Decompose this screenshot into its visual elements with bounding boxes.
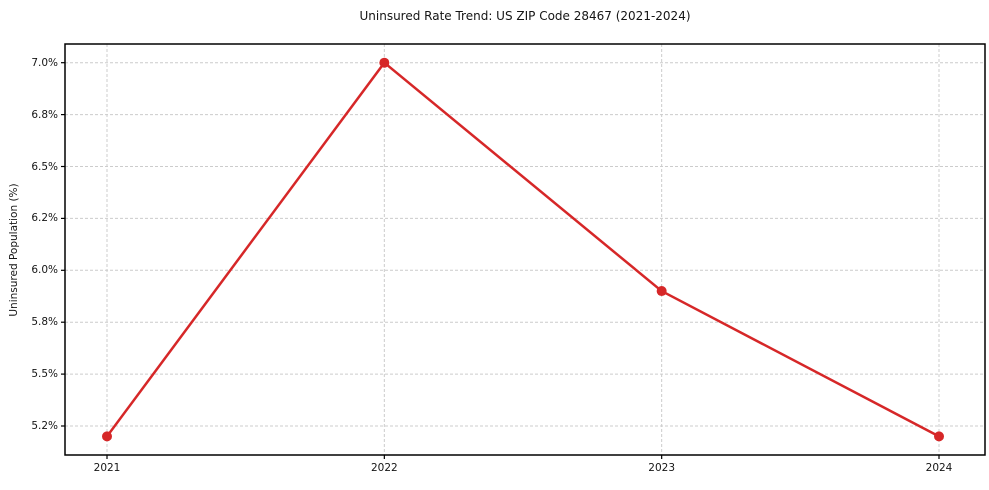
y-tick-label: 6.2% xyxy=(31,212,58,225)
data-point-2024 xyxy=(934,431,944,442)
y-tick-label: 5.5% xyxy=(31,368,58,381)
x-tick-label: 2022 xyxy=(370,462,398,474)
plot-border xyxy=(64,43,986,456)
y-tick-label: 7.0% xyxy=(31,56,58,69)
data-point-2021 xyxy=(102,431,112,442)
x-tick-label: 2023 xyxy=(648,462,676,474)
data-line xyxy=(105,61,941,438)
data-point-2023 xyxy=(656,286,667,297)
y-tick-label: 5.2% xyxy=(31,420,58,432)
y-tick-label: 6.8% xyxy=(31,108,58,121)
x-tick-label: 2021 xyxy=(93,462,121,474)
y-tick-label: 6.0% xyxy=(31,264,58,277)
chart-title: Uninsured Rate Trend: US ZIP Code 28467 … xyxy=(359,9,691,23)
data-point-2022 xyxy=(379,57,390,68)
y-tick-label: 6.5% xyxy=(31,160,58,173)
x-tick-label: 2024 xyxy=(925,462,953,474)
y-tick-label: 5.8% xyxy=(31,316,58,329)
